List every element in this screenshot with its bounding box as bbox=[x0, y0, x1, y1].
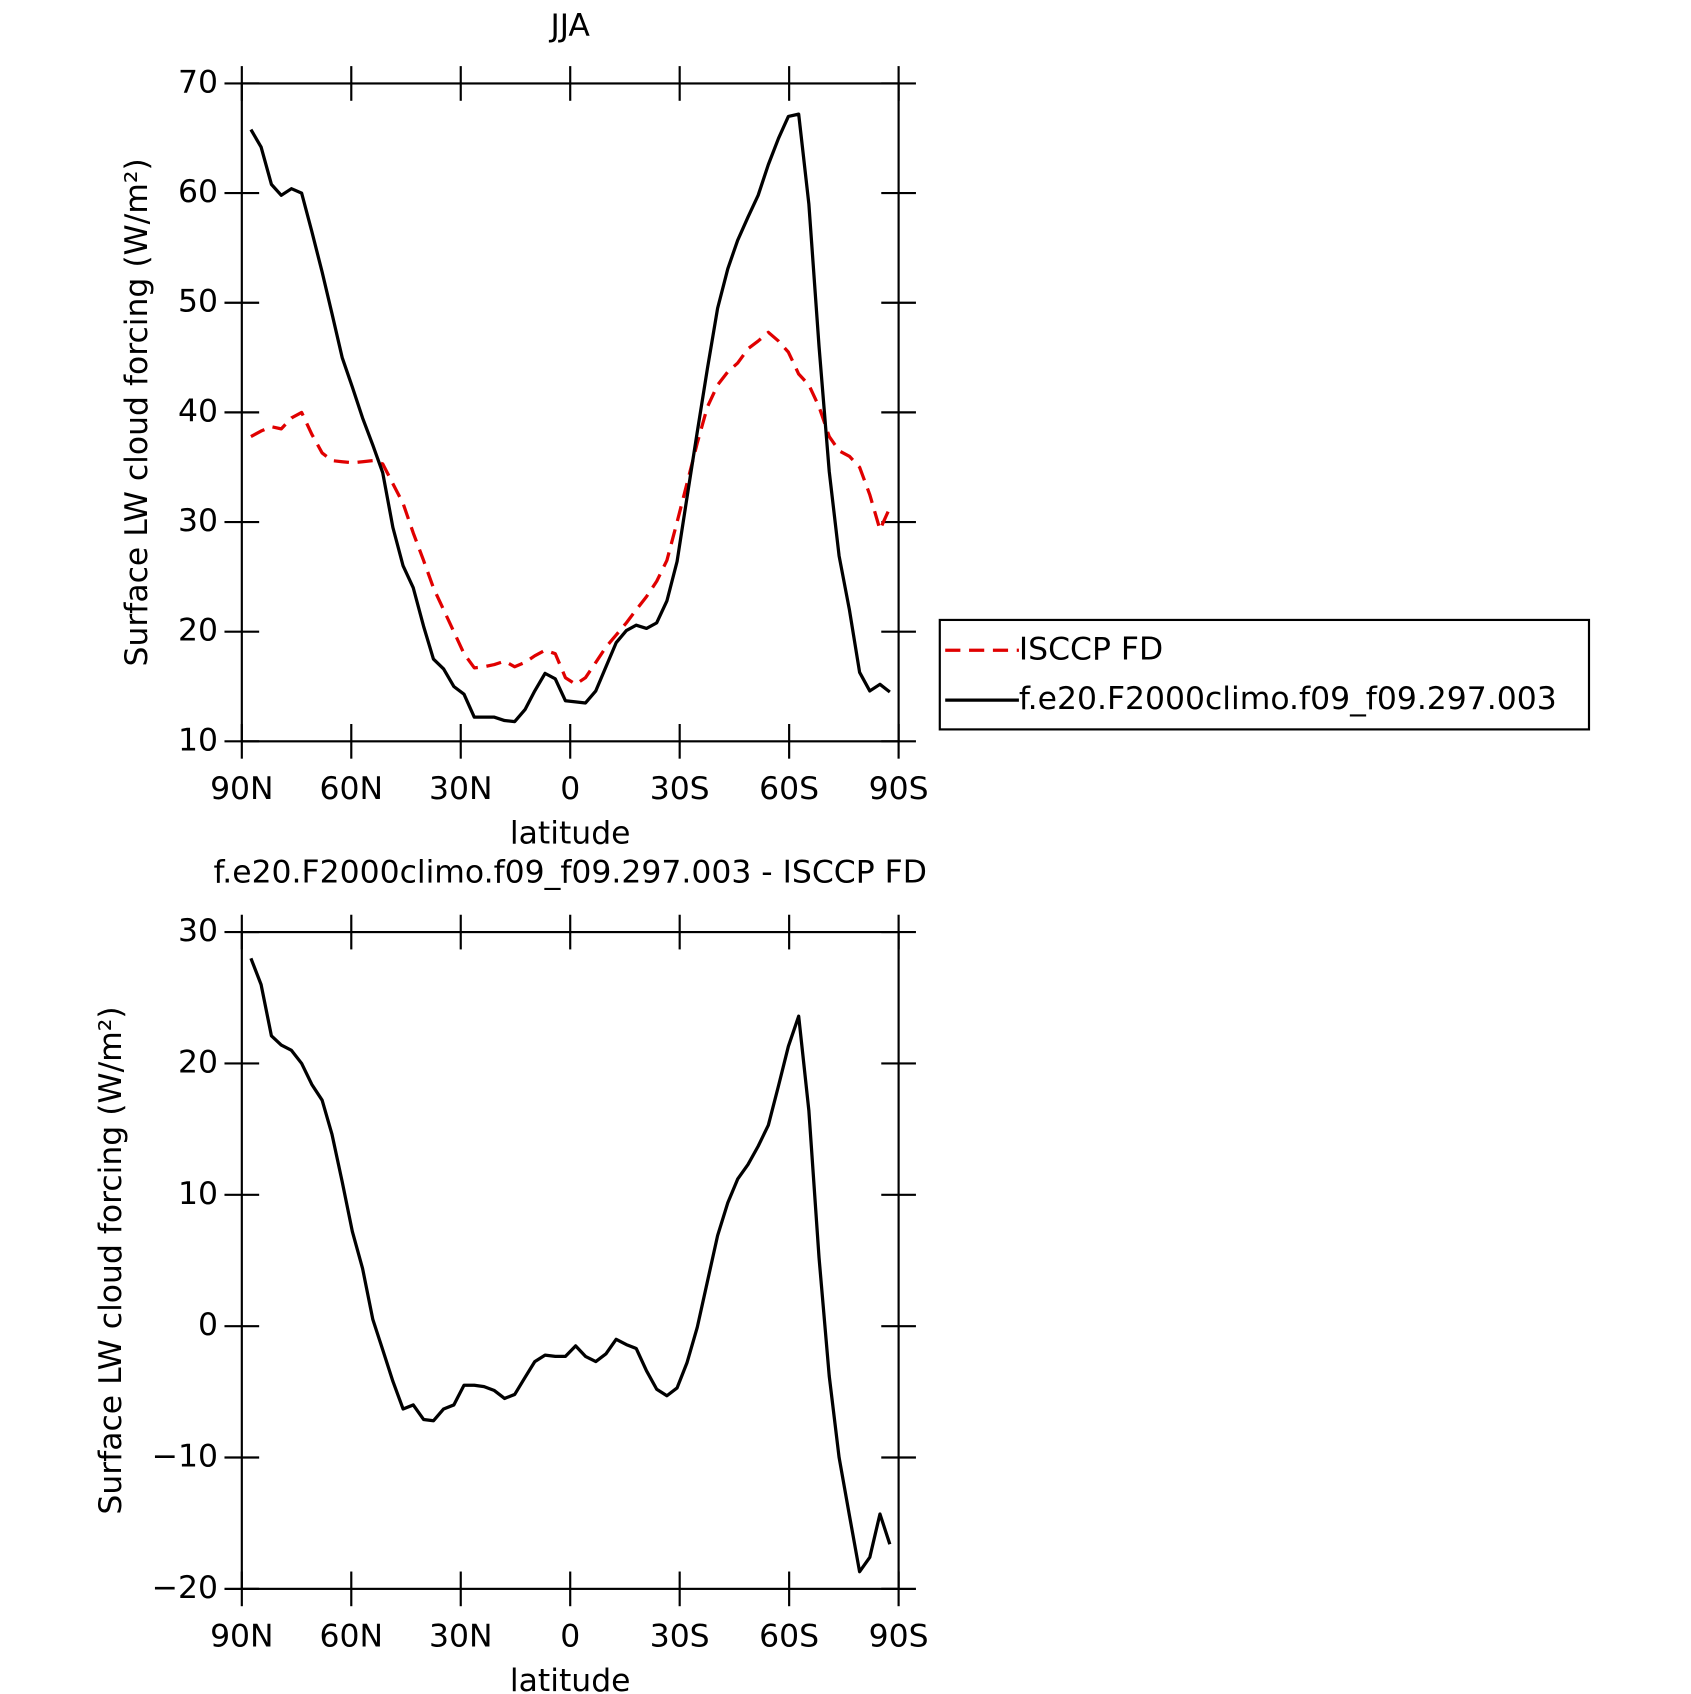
y-tick-label: 20 bbox=[178, 1044, 218, 1080]
y-tick-label: 0 bbox=[198, 1307, 218, 1343]
x-tick-label: 60S bbox=[759, 771, 819, 807]
x-tick-label: 90N bbox=[210, 771, 273, 807]
y-tick-label: 30 bbox=[178, 913, 218, 949]
data-line bbox=[250, 330, 892, 686]
y-tick-label: −20 bbox=[152, 1570, 218, 1606]
plot-frame bbox=[240, 82, 900, 743]
y-axis-label: Surface LW cloud forcing (W/m²) bbox=[119, 158, 155, 666]
x-tick-label: 30N bbox=[429, 1619, 493, 1655]
chart-title: f.e20.F2000climo.f09_f09.297.003 - ISCCP… bbox=[213, 855, 926, 891]
y-tick-label: 70 bbox=[178, 64, 218, 100]
x-tick-label: 0 bbox=[560, 771, 580, 807]
chart-title: JJA bbox=[548, 8, 590, 44]
y-axis-label: Surface LW cloud forcing (W/m²) bbox=[93, 1006, 129, 1514]
y-tick-label: 50 bbox=[178, 284, 218, 320]
x-tick-label: 30N bbox=[429, 771, 493, 807]
y-tick-label: 10 bbox=[178, 722, 218, 758]
x-tick-label: 60S bbox=[759, 1619, 819, 1655]
legend-box bbox=[938, 618, 1591, 731]
x-tick-label: 30S bbox=[650, 1619, 710, 1655]
x-axis-label: latitude bbox=[510, 1663, 631, 1694]
y-tick-label: 10 bbox=[178, 1176, 218, 1212]
x-tick-label: 90S bbox=[869, 1619, 929, 1655]
data-line bbox=[249, 957, 892, 1574]
x-tick-label: 60N bbox=[320, 771, 384, 807]
legend-label: ISCCP FD bbox=[1019, 631, 1163, 667]
x-axis-label: latitude bbox=[510, 816, 631, 852]
y-tick-label: 60 bbox=[178, 174, 218, 210]
x-tick-label: 90S bbox=[869, 771, 929, 807]
y-tick-label: −10 bbox=[152, 1439, 218, 1475]
x-tick-label: 30S bbox=[650, 771, 710, 807]
legend-label: f.e20.F2000climo.f09_f09.297.003 bbox=[1019, 681, 1557, 717]
x-tick-label: 0 bbox=[560, 1619, 580, 1655]
data-line bbox=[249, 112, 891, 724]
x-tick-label: 60N bbox=[320, 1619, 384, 1655]
y-tick-label: 40 bbox=[178, 393, 218, 429]
x-tick-label: 90N bbox=[210, 1619, 273, 1655]
y-tick-label: 30 bbox=[178, 503, 218, 539]
y-tick-label: 20 bbox=[178, 613, 218, 649]
